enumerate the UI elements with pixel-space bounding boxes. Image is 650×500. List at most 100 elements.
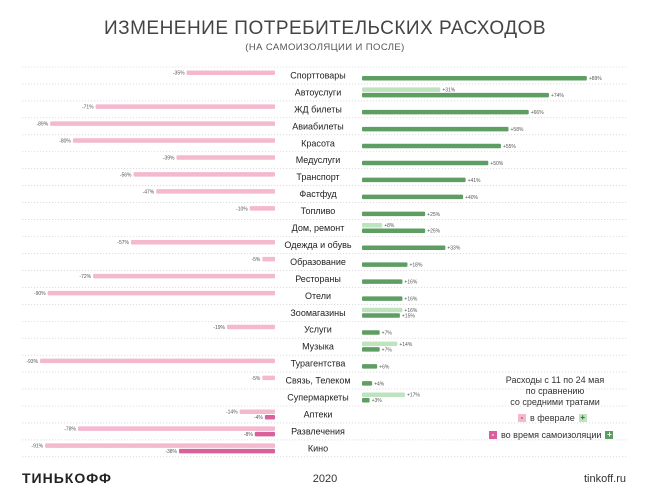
bar-light-negative [239,409,275,414]
data-label: -78% [64,427,76,433]
category-label: Супермаркеты [287,393,348,403]
legend-item-february: - в феврале + [518,413,587,423]
data-label: +55% [503,144,516,150]
data-label: +31% [442,88,455,94]
data-label: +17% [407,393,420,399]
category-label: Медуслуги [296,155,341,165]
bar-dark-positive [362,228,426,234]
bar-light-negative [95,104,275,109]
bar-light-negative [50,121,275,126]
data-label: -89% [36,122,48,128]
bar-dark-positive [362,347,380,352]
data-label: -10% [236,206,248,212]
category-label: Топливо [301,206,336,216]
data-label: +7% [382,330,393,336]
category-label: Услуги [304,325,332,335]
bar-dark-positive [362,279,403,284]
bar-dark-negative [264,414,275,420]
legend-swatch-pos-dark: + [605,430,614,439]
bar-light-negative [131,239,275,245]
data-label: +7% [382,347,393,353]
category-label: Связь, Телеком [285,376,350,386]
data-label: -90% [34,291,46,297]
data-label: +33% [447,246,460,252]
legend-swatch-pos-light: + [578,413,587,422]
data-label: +16% [404,280,417,286]
category-label: Авиабилеты [292,121,344,131]
legend-line-3: со средними тратами [510,397,600,407]
data-label: +41% [468,178,481,184]
category-label: Дом, ремонт [292,223,345,233]
data-label: +40% [465,195,478,201]
bar-dark-negative [179,448,275,454]
category-label: Образование [290,257,346,267]
footer-year: 2020 [312,473,338,485]
data-label: -57% [117,240,129,246]
data-label: +25% [427,229,440,235]
data-label: -93% [26,359,38,365]
category-label: Аптеки [304,409,333,419]
category-label: Турагентства [291,359,346,369]
bar-light-negative [77,426,276,431]
legend-label-isolation: во время самоизоляции [501,430,602,440]
category-label: Фастфуд [299,189,337,199]
bar-light-negative [156,189,275,194]
bar-dark-positive [362,126,509,132]
bar-light-negative [227,324,275,330]
bar-light-negative [186,70,275,75]
bar-dark-positive [362,381,373,386]
bar-light-positive [362,87,441,92]
data-label: -39% [163,155,175,161]
legend-item-isolation: - во время самоизоляции + [489,430,614,440]
bar-light-negative [47,290,276,296]
bar-dark-positive [362,109,529,115]
category-label: ЖД билеты [294,104,342,114]
data-label: -56% [120,172,132,178]
data-label: +25% [427,212,440,218]
data-label: +6% [379,364,390,370]
bar-light-negative [72,138,275,143]
bar-light-positive [362,392,405,398]
chart-title: ИЗМЕНЕНИЕ ПОТРЕБИТЕЛЬСКИХ РАСХОДОВ [103,18,547,39]
bar-light-negative [262,375,275,381]
category-label: Транспорт [296,172,339,182]
data-label: -8% [244,432,253,438]
bar-light-positive [362,307,403,313]
bar-dark-positive [362,75,587,81]
data-label: +18% [409,263,422,269]
data-label: +74% [551,93,564,99]
footer-site-link[interactable]: tinkoff.ru [584,473,626,485]
category-label: Автоуслуги [295,87,341,97]
data-label: -14% [226,410,238,416]
bar-chart: Спорттовары -35% +89% Автоуслуги +31% +74% ЖД … [22,66,628,458]
data-label: +50% [490,161,503,167]
bar-light-negative [40,358,276,364]
legend-label-february: в феврале [530,413,575,423]
data-label: -91% [31,444,43,450]
data-label: -5% [251,376,260,382]
data-label: -5% [251,257,260,263]
category-label: Отели [305,291,331,301]
bar-dark-positive [362,92,549,98]
bar-dark-positive [362,194,464,200]
data-label: +3% [372,398,383,404]
category-label: Спорттовары [290,70,346,80]
bar-light-positive [362,341,398,347]
chart-subtitle: (НА САМОИЗОЛЯЦИИ И ПОСЛЕ) [245,42,405,53]
legend-swatch-neg-dark: - [489,431,497,439]
bar-dark-positive [362,330,380,335]
data-label: +15% [402,313,415,319]
bar-light-positive [362,223,383,228]
category-label: Кино [308,443,328,453]
data-label: -38% [165,449,177,455]
bar-light-negative [133,172,275,177]
brand-logo: ТИНЬКОФФ [22,470,112,486]
bar-light-negative [176,155,275,160]
data-label: -72% [79,274,91,280]
bar-dark-positive [362,262,408,267]
bar-dark-positive [362,211,426,217]
category-label: Одежда и обувь [284,240,352,250]
data-label: +66% [531,110,544,116]
data-label: -71% [82,105,94,111]
category-label: Музыка [302,342,334,352]
